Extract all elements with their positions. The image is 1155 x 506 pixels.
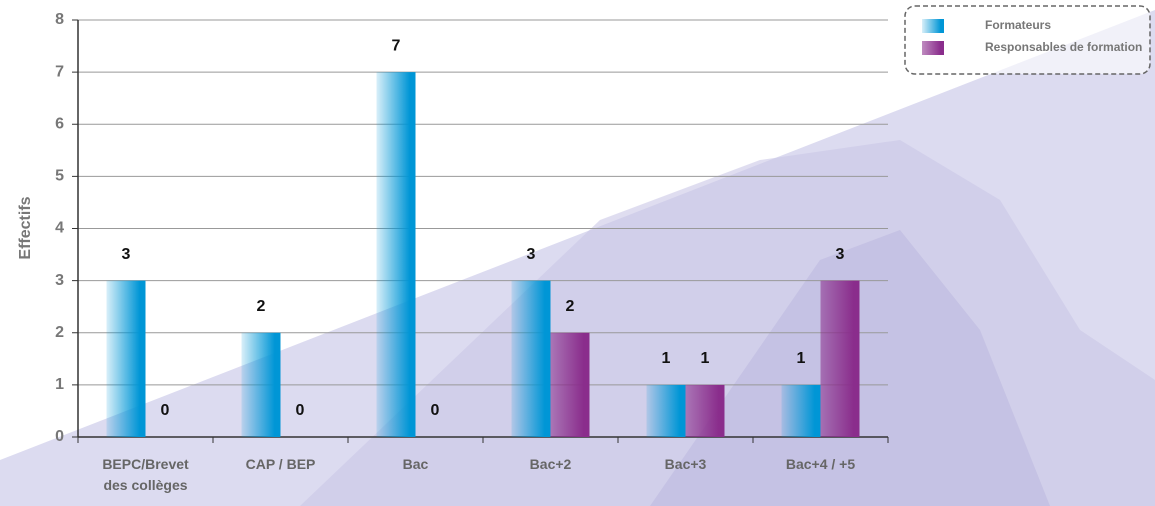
bar bbox=[646, 384, 686, 437]
legend-swatch bbox=[922, 41, 944, 55]
data-label: 0 bbox=[296, 402, 305, 419]
data-label: 1 bbox=[797, 350, 806, 367]
x-tick-label: CAP / BEP bbox=[245, 456, 316, 472]
data-label: 0 bbox=[431, 402, 440, 419]
data-label: 3 bbox=[122, 246, 131, 263]
background-light bbox=[0, 0, 1155, 460]
y-tick-label: 3 bbox=[55, 272, 64, 289]
y-tick-label: 0 bbox=[55, 428, 64, 445]
bar bbox=[511, 280, 551, 437]
bar bbox=[241, 332, 281, 437]
bar bbox=[781, 384, 821, 437]
y-axis-title: Effectifs bbox=[17, 196, 34, 259]
bar bbox=[106, 280, 146, 437]
legend-label: Responsables de formation bbox=[985, 40, 1142, 54]
data-label: 3 bbox=[527, 246, 536, 263]
x-tick-label: Bac+4 / +5 bbox=[785, 456, 856, 472]
bar bbox=[820, 280, 860, 437]
legend-swatch bbox=[922, 19, 944, 33]
bar bbox=[550, 332, 590, 437]
data-label: 1 bbox=[662, 350, 671, 367]
bar bbox=[376, 72, 416, 437]
y-tick-label: 8 bbox=[55, 11, 64, 28]
y-tick-label: 7 bbox=[55, 63, 64, 80]
legend-label: Formateurs bbox=[985, 18, 1051, 32]
x-tick-label: Bac+3 bbox=[664, 456, 707, 472]
x-tick-label: Bac+2 bbox=[529, 456, 572, 472]
data-label: 2 bbox=[566, 298, 575, 315]
y-tick-label: 6 bbox=[55, 115, 64, 132]
bar bbox=[685, 384, 725, 437]
data-label: 1 bbox=[701, 350, 710, 367]
y-tick-label: 4 bbox=[55, 220, 64, 237]
legend-box bbox=[904, 5, 1151, 75]
y-tick-label: 2 bbox=[55, 324, 64, 341]
data-label: 2 bbox=[257, 298, 266, 315]
y-tick-label: 1 bbox=[55, 376, 64, 393]
data-label: 3 bbox=[836, 246, 845, 263]
data-label: 0 bbox=[161, 402, 170, 419]
y-tick-label: 5 bbox=[55, 168, 64, 185]
x-tick-label: BEPC/Brevet des collèges bbox=[102, 456, 189, 493]
data-label: 7 bbox=[392, 37, 401, 54]
x-tick-label: Bac bbox=[402, 456, 429, 472]
